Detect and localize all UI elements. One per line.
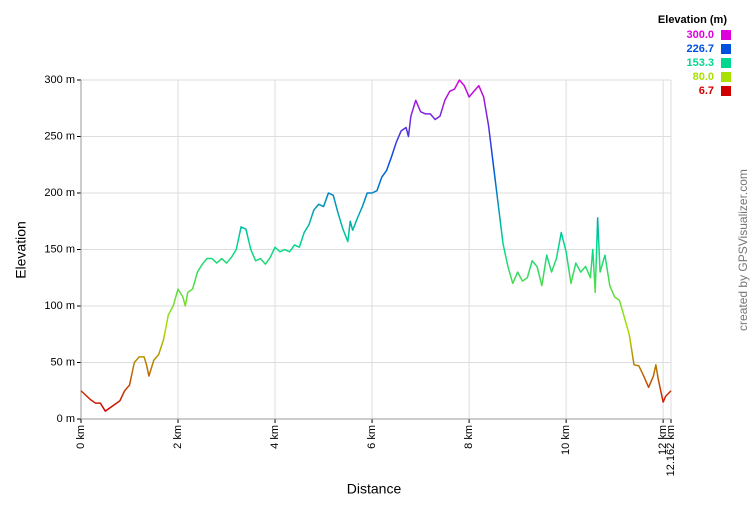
legend-label: 80.0 — [693, 71, 714, 83]
y-tick-label: 300 m — [44, 74, 75, 86]
y-tick-label: 50 m — [51, 356, 75, 368]
legend-swatch — [721, 30, 731, 40]
legend-label: 6.7 — [699, 85, 714, 97]
credit: created by GPSVisualizer.com — [736, 169, 750, 331]
x-tick-label: 12.162 km — [665, 425, 677, 476]
legend-swatch — [721, 58, 731, 68]
legend-label: 226.7 — [686, 43, 714, 55]
y-axis-title: Elevation — [13, 221, 29, 279]
y-tick-label: 250 m — [44, 130, 75, 142]
x-tick-label: 2 km — [172, 425, 184, 449]
x-tick-label: 12 km — [657, 425, 669, 455]
legend-swatch — [721, 72, 731, 82]
y-tick-label: 200 m — [44, 187, 75, 199]
y-tick-label: 0 m — [57, 413, 75, 425]
y-tick-label: 150 m — [44, 243, 75, 255]
legend-swatch — [721, 86, 731, 96]
x-tick-label: 8 km — [463, 425, 475, 449]
y-tick-label: 100 m — [44, 300, 75, 312]
x-tick-label: 10 km — [560, 425, 572, 455]
x-tick-label: 0 km — [75, 425, 87, 449]
x-axis-title: Distance — [347, 481, 402, 497]
x-tick-label: 4 km — [269, 425, 281, 449]
elevation-line — [80, 79, 672, 412]
x-tick-label: 6 km — [366, 425, 378, 449]
legend-swatch — [721, 44, 731, 54]
legend-label: 300.0 — [686, 29, 714, 41]
legend-title: Elevation (m) — [658, 14, 727, 26]
legend-label: 153.3 — [686, 57, 714, 69]
